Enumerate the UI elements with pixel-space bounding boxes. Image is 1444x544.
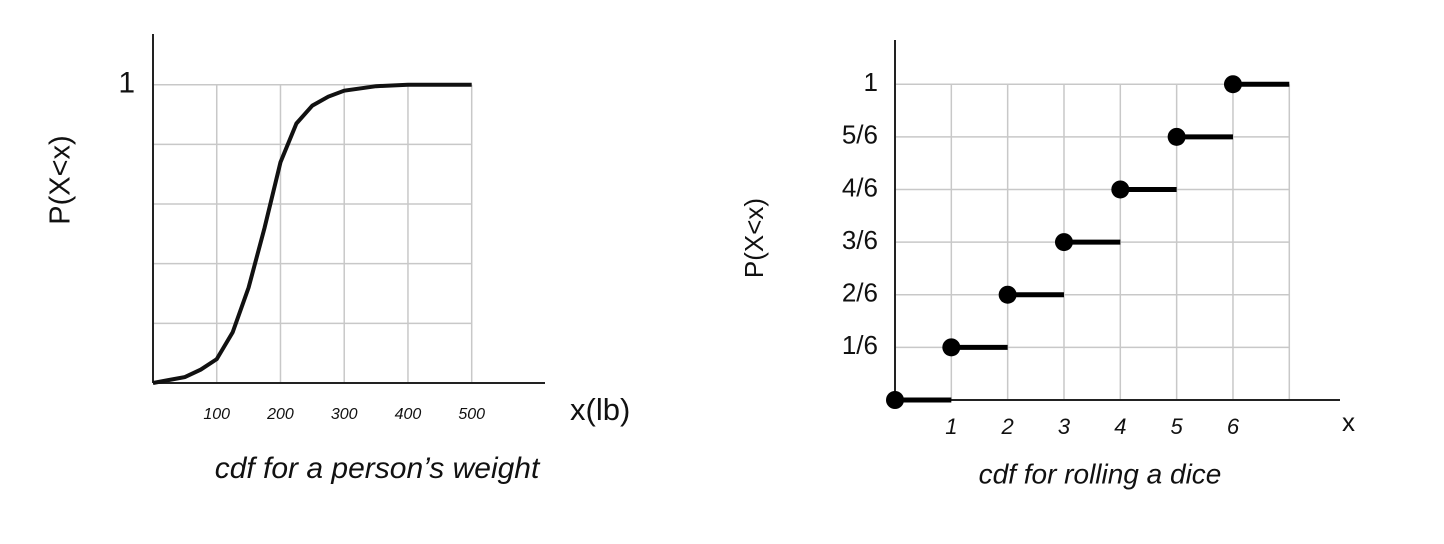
x-axis-label: x: [1342, 407, 1355, 437]
step-point: [1167, 127, 1186, 146]
x-tick-label: 400: [395, 406, 422, 423]
x-tick-label: 6: [1227, 414, 1240, 439]
x-tick-label: 3: [1058, 414, 1071, 439]
x-tick-label: 4: [1114, 414, 1126, 439]
y-tick-label: 1: [864, 67, 878, 97]
step-point: [1111, 180, 1130, 199]
x-tick-label: 100: [203, 406, 230, 423]
y-tick-label: 4/6: [842, 172, 878, 202]
caption: cdf for rolling a dice: [979, 458, 1222, 489]
x-tick-label: 5: [1171, 414, 1184, 439]
step-point: [1223, 75, 1242, 94]
x-tick-label: 500: [458, 406, 485, 423]
y-tick-label: 1: [118, 67, 135, 100]
y-axis-label: P(X<x): [45, 135, 77, 224]
step-point: [942, 338, 961, 357]
x-tick-label: 1: [945, 414, 957, 439]
step-point: [886, 391, 904, 409]
caption: cdf for a person’s weight: [215, 452, 541, 485]
y-tick-label: 3/6: [842, 225, 878, 255]
x-tick-label: 2: [1001, 414, 1014, 439]
cdf-line: [152, 82, 472, 385]
step-point: [1054, 233, 1073, 252]
y-axis-label: P(X<x): [739, 198, 769, 278]
y-tick-label: 5/6: [842, 120, 878, 150]
y-tick-label: 1/6: [842, 330, 878, 360]
x-tick-label: 300: [331, 406, 358, 423]
y-tick-label: 2/6: [842, 278, 878, 308]
x-axis-label: x(lb): [570, 392, 630, 427]
x-tick-label: 200: [266, 406, 294, 423]
step-point: [998, 285, 1017, 304]
